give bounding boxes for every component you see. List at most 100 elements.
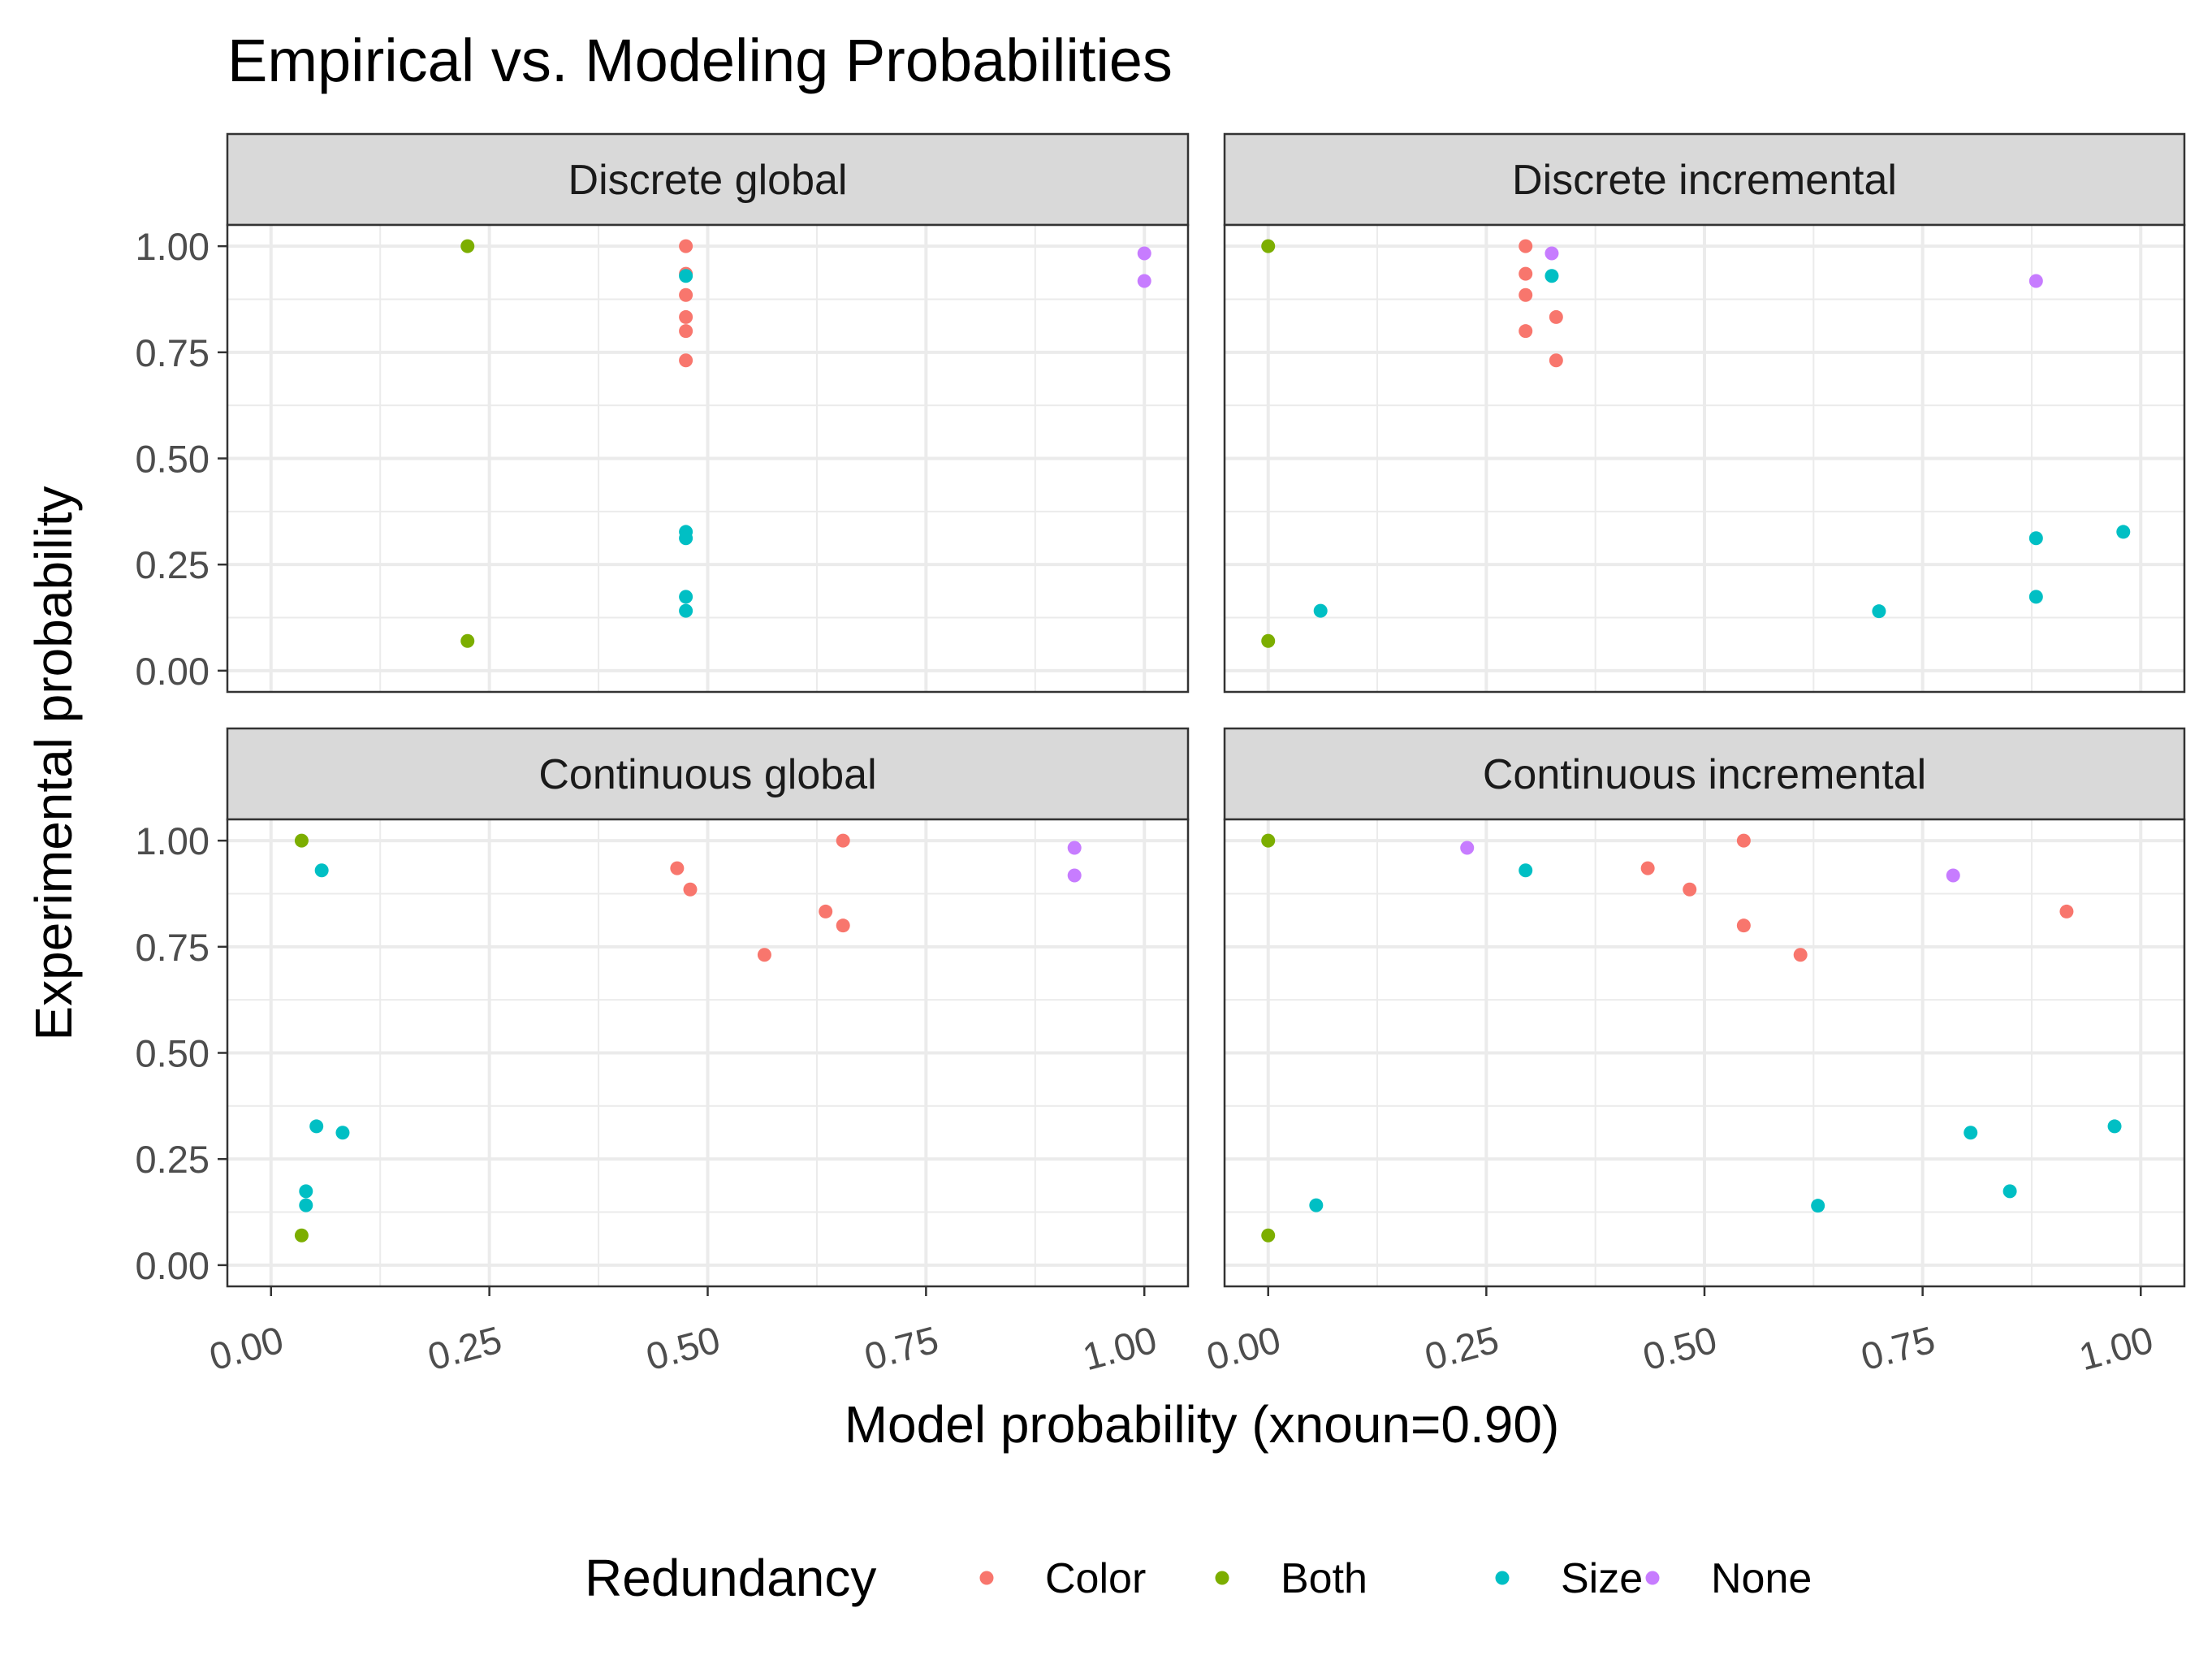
x-tick-label: 0.50 [1639, 1317, 1722, 1378]
legend-key-size [1495, 1571, 1510, 1585]
data-point-color [2059, 904, 2074, 918]
facet-strip [1223, 727, 2186, 821]
data-point-size [314, 863, 329, 878]
facet-panel: Continuous global 0.00 0.25 0.50 0.75 1.00 0.0… [136, 727, 1190, 1378]
data-point-color [1519, 239, 1533, 253]
data-point-color [757, 948, 771, 962]
data-point-color [679, 324, 693, 339]
data-point-both [1261, 633, 1276, 648]
data-point-size [1309, 1198, 1324, 1212]
x-tick-label: 0.50 [642, 1317, 724, 1378]
facet-strip-label: Continuous global [538, 751, 876, 798]
data-point-both [294, 833, 309, 848]
facet-strip-label: Discrete incremental [1512, 157, 1897, 204]
y-axis-title: Experimental probability [24, 486, 83, 1041]
y-tick-label: 0.50 [136, 1032, 210, 1075]
data-point-color [1519, 324, 1533, 339]
data-point-none [1067, 868, 1082, 883]
data-point-color [1549, 353, 1563, 368]
data-point-size [1545, 269, 1559, 283]
legend-title: Redundancy [585, 1549, 876, 1607]
data-point-size [299, 1198, 313, 1212]
legend-label-size: Size [1561, 1555, 1643, 1602]
x-axis-title: Model probability (xnoun=0.90) [845, 1395, 1560, 1454]
x-tick-label: 1.00 [2075, 1317, 2158, 1378]
data-point-both [1261, 239, 1276, 253]
data-point-size [309, 1119, 324, 1134]
data-point-color [1683, 882, 1697, 897]
y-tick-label: 0.25 [136, 1138, 210, 1181]
legend-label-none: None [1711, 1555, 1812, 1602]
y-tick-label: 0.25 [136, 543, 210, 586]
y-tick-label: 1.00 [136, 225, 210, 268]
facet-strip [226, 727, 1190, 821]
data-point-size [2116, 525, 2131, 539]
facet-panel: Continuous incremental 0.00 0.25 0.50 0.75 1.… [1202, 727, 2186, 1378]
data-point-color [1519, 266, 1533, 281]
data-point-color [836, 918, 850, 933]
facet-panel: Discrete global 0.00 0.25 0.50 0.75 1.00 [136, 132, 1190, 694]
facet-panel: Discrete incremental [1223, 132, 2186, 694]
data-point-color [1736, 833, 1751, 848]
y-tick-label: 0.00 [136, 650, 210, 693]
data-point-size [2028, 531, 2043, 546]
data-point-color [1736, 918, 1751, 933]
x-tick-label: 1.00 [1078, 1317, 1161, 1378]
y-tick-label: 0.75 [136, 331, 210, 374]
data-point-size [335, 1126, 350, 1140]
data-point-size [1964, 1126, 1978, 1140]
legend-label-color: Color [1045, 1555, 1146, 1602]
data-point-size [2002, 1184, 2017, 1199]
facet-strip-label: Continuous incremental [1483, 751, 1926, 798]
facet-strip [1223, 132, 2186, 227]
x-tick-label: 0.25 [423, 1317, 506, 1378]
data-point-size [1811, 1199, 1825, 1213]
data-point-none [2028, 274, 2043, 288]
x-tick-label: 0.00 [205, 1317, 287, 1378]
data-point-size [679, 603, 693, 618]
legend-key-color [979, 1571, 994, 1585]
data-point-color [679, 287, 693, 302]
legend-label-both: Both [1281, 1555, 1367, 1602]
data-point-none [1545, 246, 1559, 261]
data-point-none [1946, 868, 1960, 883]
data-point-color [670, 861, 685, 875]
x-tick-label: 0.00 [1202, 1317, 1285, 1378]
y-tick-label: 0.75 [136, 926, 210, 969]
data-point-color [679, 309, 693, 324]
data-point-color [679, 239, 693, 253]
x-tick-label: 0.75 [860, 1317, 943, 1378]
data-point-size [1519, 863, 1533, 878]
data-point-both [1261, 1228, 1276, 1243]
facet-strip-label: Discrete global [568, 157, 848, 204]
legend-key-both [1215, 1571, 1229, 1585]
data-point-size [2107, 1119, 2122, 1134]
data-point-color [679, 353, 693, 368]
data-point-both [1261, 833, 1276, 848]
data-point-size [1872, 604, 1886, 619]
data-point-size [2028, 590, 2043, 604]
y-tick-label: 0.00 [136, 1244, 210, 1287]
data-point-size [1313, 603, 1328, 618]
data-point-both [294, 1228, 309, 1243]
data-point-none [1460, 841, 1475, 855]
chart-title: Empirical vs. Modeling Probabilities [227, 27, 1173, 94]
x-tick-label: 0.25 [1420, 1317, 1503, 1378]
data-point-color [836, 833, 850, 848]
data-point-size [679, 531, 693, 546]
data-point-none [1137, 246, 1151, 261]
panel-border [1223, 223, 2186, 694]
data-point-color [1793, 948, 1808, 962]
facet-panels: Discrete global 0.00 0.25 0.50 0.75 1.00 Discr… [136, 132, 2186, 1378]
data-point-color [1549, 309, 1563, 324]
facet-strip [226, 132, 1190, 227]
data-point-color [819, 904, 833, 918]
data-point-both [460, 633, 475, 648]
data-point-color [683, 882, 698, 897]
data-point-size [299, 1184, 313, 1199]
data-point-both [460, 239, 475, 253]
y-tick-label: 1.00 [136, 819, 210, 862]
legend: Redundancy Color Both Size None [585, 1549, 1812, 1607]
legend-key-none [1645, 1571, 1660, 1585]
